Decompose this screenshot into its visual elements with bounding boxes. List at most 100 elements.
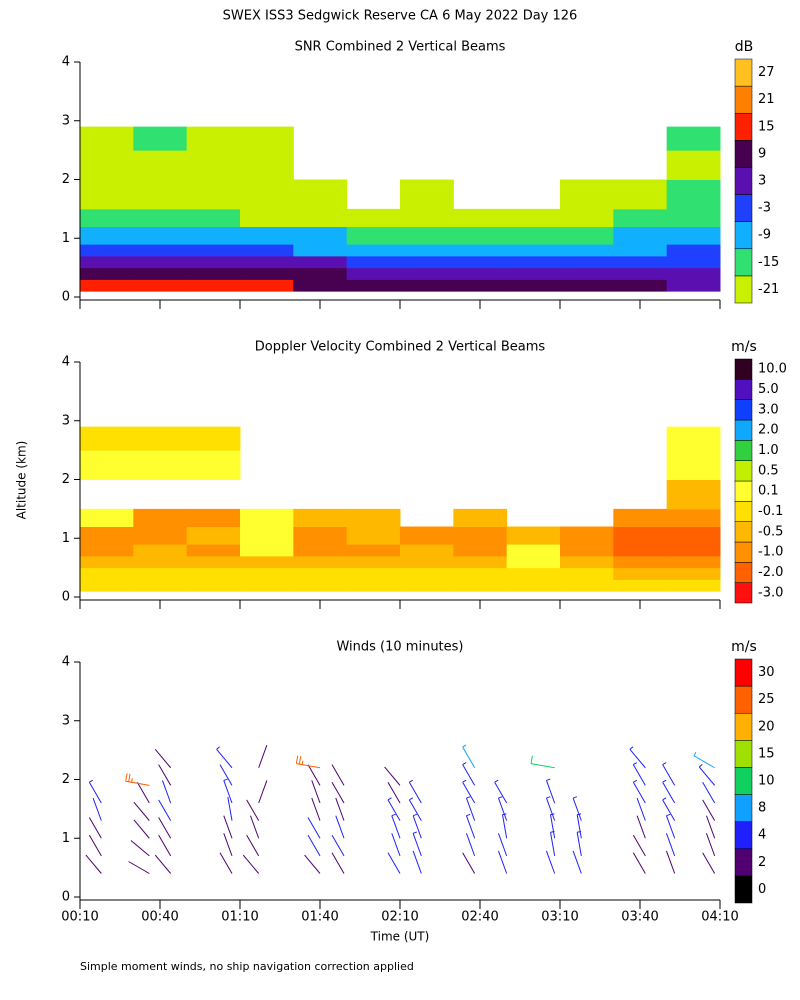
colorbar-swatch [734, 658, 753, 687]
cell [560, 267, 614, 280]
barb-part [219, 852, 233, 874]
barb-part [494, 781, 508, 804]
cell [293, 244, 348, 257]
cell [80, 544, 134, 557]
colorbar-label: 15 [758, 119, 775, 134]
wind-barb [227, 796, 233, 821]
colorbar-label: 15 [758, 746, 775, 761]
cell [240, 179, 294, 210]
wind-barb [412, 831, 422, 857]
cell [80, 555, 134, 569]
barb-part [311, 780, 321, 804]
barb-part [636, 815, 646, 839]
cell [666, 579, 721, 592]
cell [346, 544, 401, 557]
wind-barb [462, 779, 476, 804]
barb-part [223, 815, 233, 839]
cell [400, 579, 454, 592]
colorbar-swatch [734, 821, 753, 850]
colorbar-label: 30 [758, 665, 775, 680]
cell [666, 279, 721, 292]
barb-part [242, 854, 260, 874]
colorbar-swatch [734, 480, 753, 502]
wind-barb [693, 752, 715, 769]
barb-part [130, 840, 150, 857]
cell [613, 555, 668, 569]
panel-title: Doppler Velocity Combined 2 Vertical Bea… [255, 340, 546, 355]
cell [506, 226, 561, 245]
colorbar-label: 0.1 [758, 484, 779, 499]
cell [666, 179, 721, 210]
cell [666, 508, 721, 527]
cell [613, 244, 668, 257]
barb-part [154, 749, 172, 769]
colorbar-label: -3.0 [758, 585, 783, 600]
cell [666, 555, 721, 569]
barb-part [227, 796, 233, 821]
x-tick-label: 01:40 [301, 910, 338, 925]
wind-barb [128, 861, 150, 874]
cell [293, 555, 348, 569]
wind-barb [130, 840, 150, 857]
wind-barb [161, 780, 172, 804]
wind-barb [705, 833, 716, 857]
cell [506, 526, 561, 545]
cell [293, 226, 348, 245]
panel-title: Winds (10 minutes) [336, 640, 463, 655]
barb-part [85, 854, 102, 874]
colorbar-label: 9 [758, 146, 766, 161]
colorbar-swatch [734, 521, 753, 543]
colorbar-label: 21 [758, 92, 775, 107]
barb-part [128, 773, 131, 782]
wind-barb [158, 834, 172, 857]
y-tick-label: 2 [62, 772, 70, 787]
wind-barb [331, 764, 345, 786]
colorbar-label: 3 [758, 174, 766, 189]
wind-barb [384, 766, 401, 786]
cell [400, 555, 454, 569]
cell [560, 226, 614, 245]
cell [506, 267, 561, 280]
wind-barb [158, 817, 172, 839]
cell [240, 508, 294, 527]
colorbar-label: 27 [758, 65, 775, 80]
x-tick-label: 01:10 [221, 910, 258, 925]
cell [133, 567, 188, 580]
barb-part [412, 833, 422, 857]
y-tick-label: 0 [62, 890, 70, 905]
cell [186, 567, 241, 580]
cell [133, 255, 188, 269]
barb-part [409, 797, 414, 801]
colorbar-swatch [734, 194, 753, 222]
barb-part [665, 833, 676, 857]
colorbar-swatch [734, 875, 753, 904]
barb-part [662, 781, 676, 804]
barb-part [158, 764, 172, 786]
cell [133, 579, 188, 592]
barb-part [636, 797, 646, 821]
cell [560, 526, 614, 545]
barb-part [498, 796, 503, 799]
y-tick-label: 2 [62, 172, 70, 187]
barb-part [307, 764, 321, 786]
cell [346, 244, 401, 257]
y-tick-label: 3 [62, 413, 70, 428]
colorbar-swatch [734, 140, 753, 168]
cell [560, 179, 614, 210]
cell [506, 579, 561, 592]
x-tick-label: 03:10 [541, 910, 578, 925]
y-tick-label: 2 [62, 472, 70, 487]
cell [453, 579, 508, 592]
wind-barb [545, 796, 556, 821]
cell [560, 555, 614, 569]
wind-barb [632, 852, 646, 874]
barb-part [412, 831, 418, 834]
barb-part [693, 755, 715, 769]
wind-barb [465, 796, 476, 821]
barb-part [546, 778, 551, 781]
wind-barb [246, 799, 260, 821]
colorbar-label: 10.0 [758, 362, 787, 377]
wind-barb [497, 850, 508, 874]
cell [613, 255, 668, 269]
